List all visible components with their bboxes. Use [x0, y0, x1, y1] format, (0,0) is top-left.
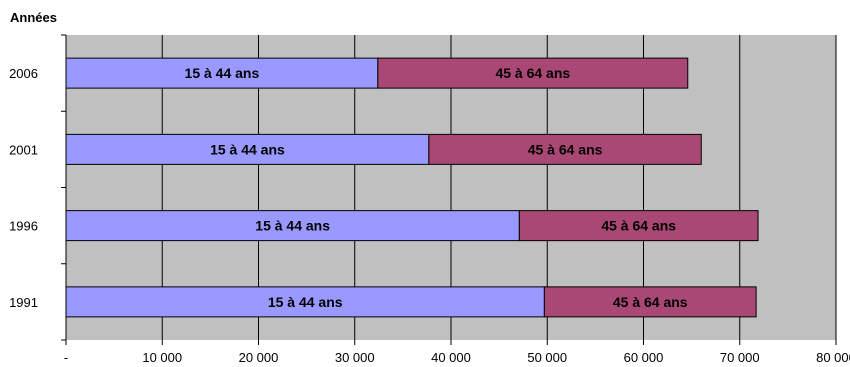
bars: 15 à 44 ans 45 à 64 ans 15 à 44 ans 45 à 64… — [65, 57, 759, 318]
y-category-label: 1991 — [9, 295, 38, 310]
x-tick-label: 10 000 — [142, 350, 182, 365]
axes: - 10 000 20 000 30 000 40 000 50 000 60 000 70 … — [9, 34, 850, 365]
bar-segment-age-15-44-1996 — [65, 210, 520, 242]
segment-label: 15 à 44 ans — [210, 141, 285, 157]
x-tick-label: 50 000 — [527, 350, 567, 365]
segment-label: 45 à 64 ans — [495, 65, 570, 81]
y-axis-title: Années — [10, 10, 57, 25]
segment-label: 45 à 64 ans — [528, 141, 603, 157]
segment-label: 15 à 44 ans — [255, 218, 330, 234]
x-tick-label: 20 000 — [239, 350, 279, 365]
x-tick-label: 40 000 — [431, 350, 471, 365]
segment-label: 45 à 64 ans — [613, 294, 688, 310]
bar-segment-age-45-64-1996 — [518, 210, 759, 242]
segment-label: 15 à 44 ans — [268, 294, 343, 310]
y-category-label: 2001 — [9, 142, 38, 157]
segment-label: 15 à 44 ans — [185, 65, 260, 81]
x-tick-label: 30 000 — [335, 350, 375, 365]
x-tick-label: 60 000 — [624, 350, 664, 365]
bar-segment-age-15-44-2006 — [65, 57, 379, 89]
segment-label: 45 à 64 ans — [601, 218, 676, 234]
x-tick-label: 70 000 — [720, 350, 760, 365]
bar-segment-age-45-64-1991 — [543, 286, 757, 318]
bar-segment-age-45-64-2006 — [377, 57, 689, 89]
y-category-label: 1996 — [9, 219, 38, 234]
x-tick-label: 80 000 — [816, 350, 850, 365]
y-category-label: 2006 — [9, 66, 38, 81]
x-tick-label: - — [64, 350, 68, 365]
bar-segment-age-45-64-2001 — [428, 133, 702, 165]
